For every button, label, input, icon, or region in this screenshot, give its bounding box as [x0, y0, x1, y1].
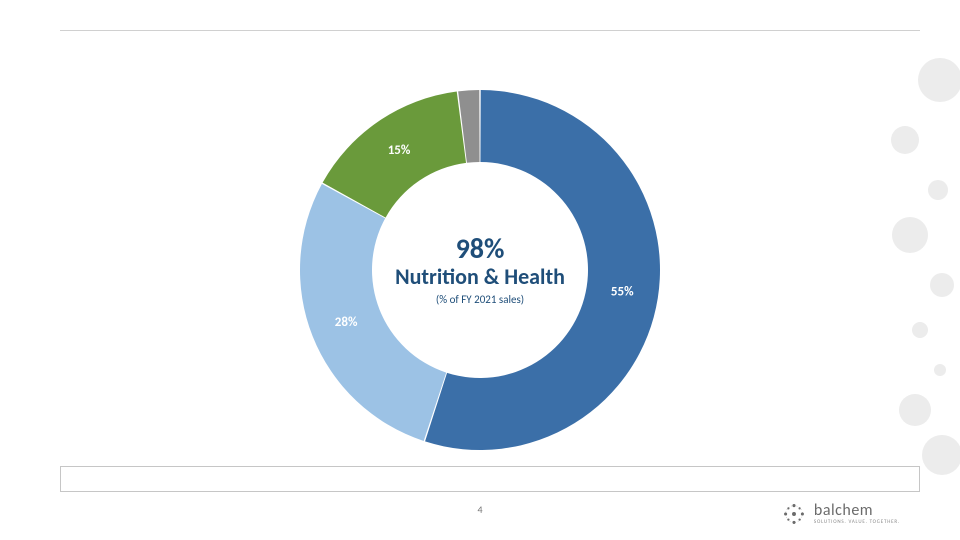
chart-center-text: 98% Nutrition & Health (% of FY 2021 sal… — [395, 234, 565, 306]
center-percent: 98% — [395, 234, 565, 265]
logo-icon — [780, 500, 808, 528]
donut-slice — [300, 184, 446, 441]
slice-label: 15% — [388, 143, 411, 158]
decorative-dots — [770, 40, 960, 480]
donut-chart: 55% 28% 15% 98% Nutrition & Health (% of F… — [280, 70, 680, 470]
slice-label: 28% — [335, 315, 358, 330]
brand-logo: balchem SOLUTIONS. VALUE. TOGETHER. — [780, 500, 900, 528]
logo-text: balchem SOLUTIONS. VALUE. TOGETHER. — [814, 503, 900, 525]
top-divider — [60, 30, 920, 31]
footer-box — [60, 466, 920, 492]
logo-tagline: SOLUTIONS. VALUE. TOGETHER. — [814, 520, 900, 525]
page-number: 4 — [477, 503, 482, 516]
slice-label: 55% — [611, 285, 634, 300]
center-title: Nutrition & Health — [395, 265, 565, 289]
logo-brand: balchem — [814, 503, 900, 519]
center-subtitle: (% of FY 2021 sales) — [395, 293, 565, 306]
